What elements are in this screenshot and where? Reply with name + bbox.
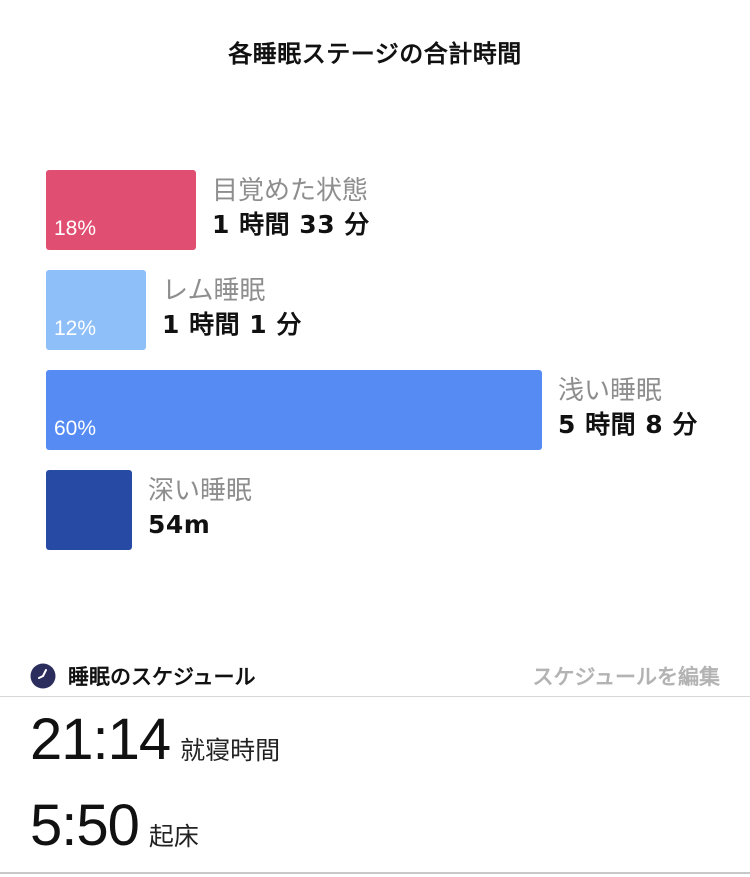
divider — [0, 696, 750, 697]
page-title: 各睡眠ステージの合計時間 — [228, 40, 522, 68]
stage-percent: 60% — [54, 417, 97, 440]
edit-schedule-button[interactable]: スケジュールを編集 — [532, 665, 720, 689]
stage-rem: 12% レム睡眠 1 時間 1 分 — [46, 270, 302, 350]
schedule-title: 睡眠のスケジュール — [68, 665, 256, 689]
bedtime-value: 21:14 — [30, 707, 171, 772]
stage-duration: 1 時間 1 分 — [162, 310, 302, 339]
stage-light: 60% 浅い睡眠 5 時間 8 分 — [46, 370, 698, 450]
stage-awake: 18% 目覚めた状態 1 時間 33 分 — [46, 170, 370, 250]
stage-duration: 1 時間 33 分 — [212, 210, 370, 239]
clock-icon — [30, 663, 56, 689]
stage-label: レム睡眠 — [162, 276, 266, 306]
stage-percent: 12% — [54, 317, 97, 340]
stage-bar-light: 60% — [46, 370, 542, 450]
wakeup-row: 5:50 起床 — [30, 792, 199, 859]
schedule-header: 睡眠のスケジュール スケジュールを編集 — [30, 656, 720, 696]
stage-deep: 深い睡眠 54m — [46, 470, 252, 550]
divider — [0, 872, 750, 874]
wakeup-label: 起床 — [148, 822, 199, 851]
stage-label: 目覚めた状態 — [212, 176, 369, 206]
bedtime-row: 21:14 就寝時間 — [30, 706, 280, 773]
stage-bar-rem: 12% — [46, 270, 146, 350]
stage-percent: 18% — [54, 217, 97, 240]
wakeup-value: 5:50 — [30, 793, 140, 858]
bedtime-label: 就寝時間 — [180, 736, 281, 765]
stage-label: 深い睡眠 — [148, 476, 253, 506]
stage-duration: 54m — [148, 510, 211, 539]
stage-duration: 5 時間 8 分 — [558, 410, 698, 439]
stage-label: 浅い睡眠 — [558, 376, 663, 406]
stage-bar-deep — [46, 470, 132, 550]
stage-bar-awake: 18% — [46, 170, 196, 250]
